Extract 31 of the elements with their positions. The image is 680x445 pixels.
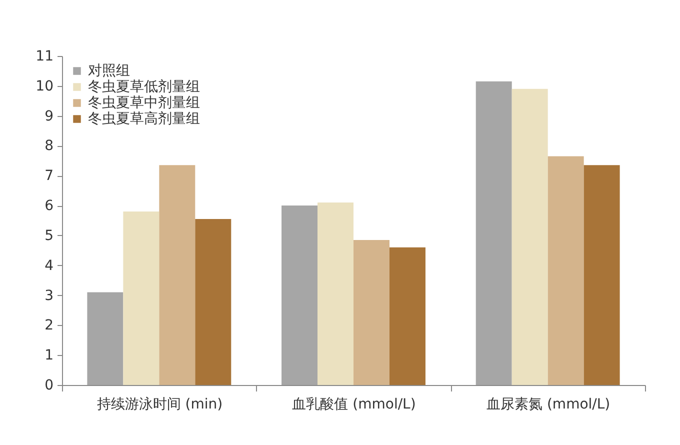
y-tick-label: 7 bbox=[44, 168, 54, 184]
legend-label: 对照组 bbox=[88, 63, 130, 79]
x-tick-label: 血乳酸值 (mmol/L) bbox=[292, 396, 416, 412]
bar bbox=[87, 292, 124, 385]
bar bbox=[318, 202, 354, 385]
y-tick-label: 4 bbox=[44, 258, 54, 274]
y-tick-label: 1 bbox=[44, 348, 54, 364]
legend-label: 冬虫夏草高剂量组 bbox=[88, 111, 200, 127]
bar bbox=[548, 156, 584, 385]
y-tick-label: 6 bbox=[44, 198, 54, 214]
bar bbox=[123, 212, 160, 385]
bar bbox=[195, 219, 232, 385]
bar bbox=[389, 247, 426, 385]
y-tick-label: 3 bbox=[44, 288, 54, 304]
bar bbox=[584, 165, 620, 385]
y-tick-label: 5 bbox=[44, 228, 54, 244]
bar bbox=[512, 88, 548, 385]
y-tick-label: 2 bbox=[44, 318, 54, 334]
bar bbox=[476, 81, 512, 385]
legend-label: 冬虫夏草低剂量组 bbox=[88, 79, 200, 95]
bar bbox=[282, 206, 318, 385]
bar bbox=[159, 165, 196, 385]
legend-label: 冬虫夏草中剂量组 bbox=[88, 95, 200, 111]
bar bbox=[354, 240, 390, 385]
x-tick-label: 血尿素氮 (mmol/L) bbox=[486, 396, 610, 412]
y-tick-label: 8 bbox=[44, 138, 54, 154]
x-tick-label: 持续游泳时间 (min) bbox=[96, 396, 223, 412]
y-tick-label: 11 bbox=[36, 48, 54, 64]
y-tick-label: 10 bbox=[36, 78, 54, 94]
y-tick-label: 0 bbox=[44, 378, 54, 394]
y-tick-label: 9 bbox=[44, 108, 54, 124]
